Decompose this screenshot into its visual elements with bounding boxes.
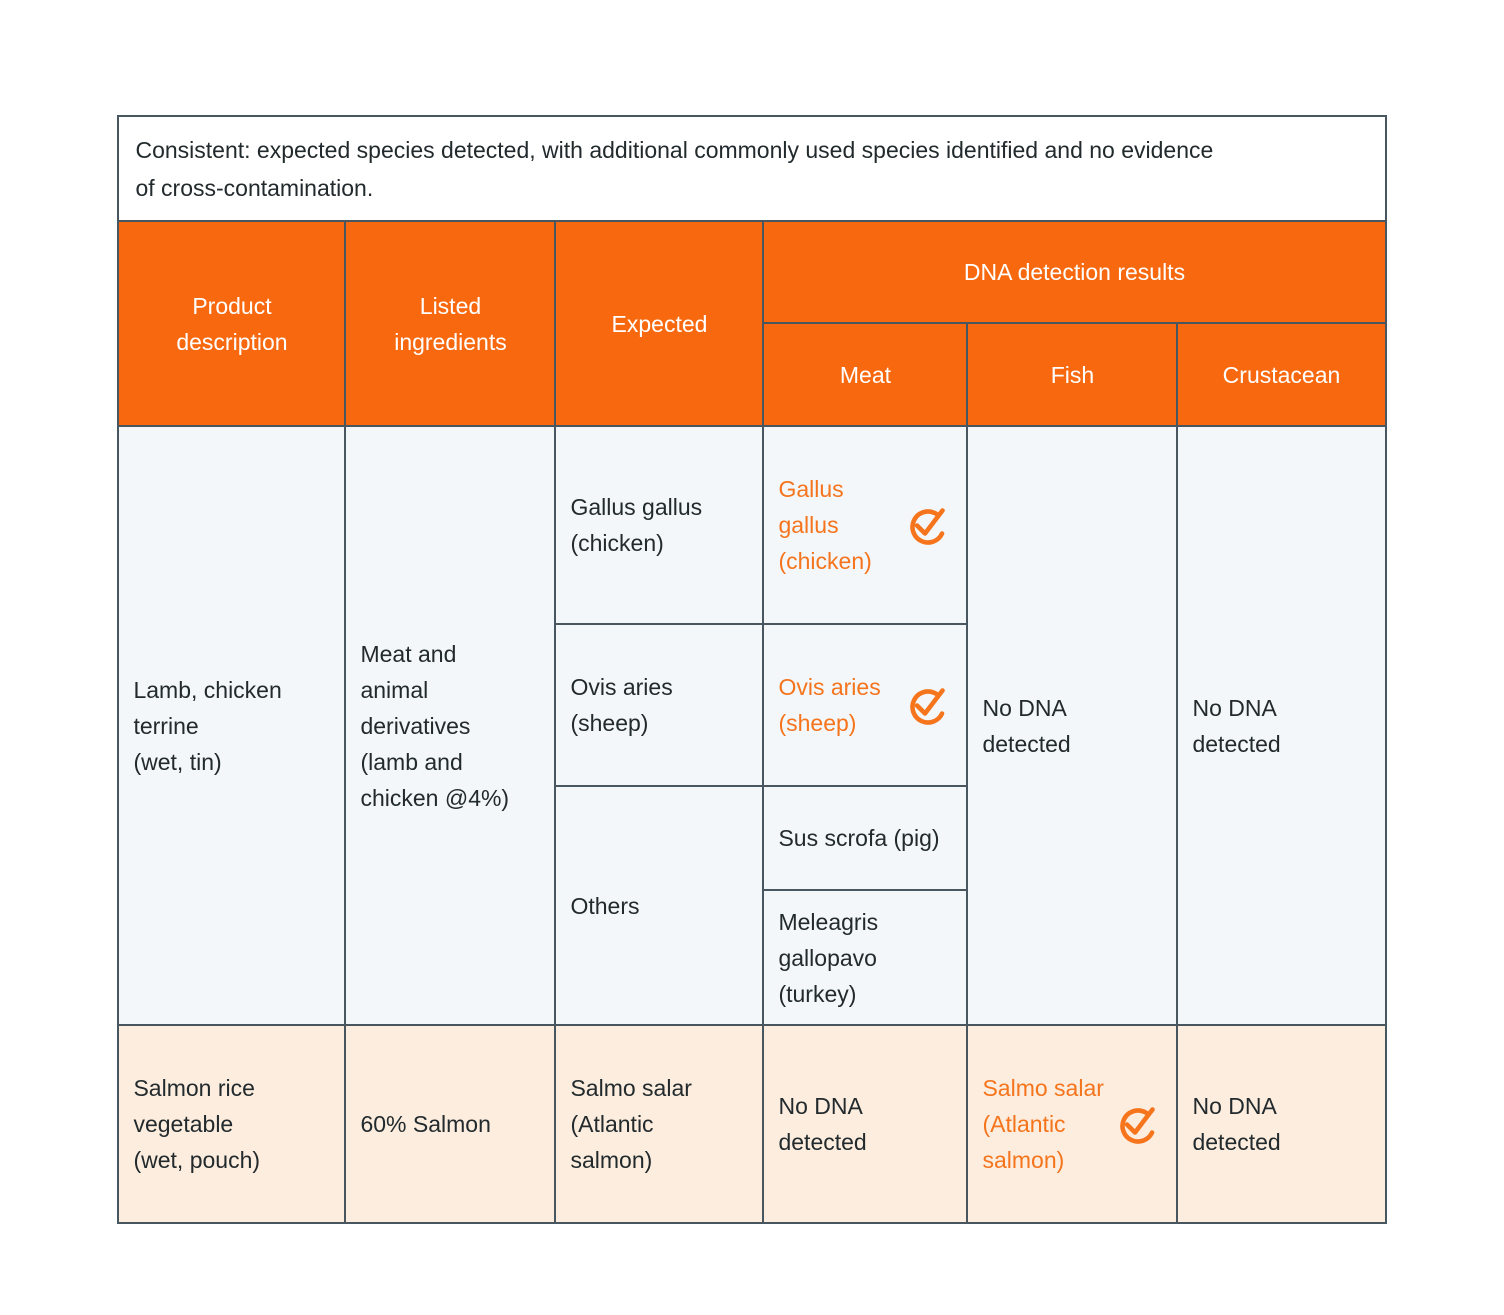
column-header-meat: Meat [762,322,969,427]
cell-fish-result-salmo-salar: Salmo salar (Atlantic salmon) [966,1024,1179,1224]
column-header-product-description: Product description [117,220,347,427]
cell-listed-ingredients-salmon-rice: 60% Salmon [344,1024,557,1224]
cell-product-description-lamb-chicken: Lamb, chicken terrine (wet, tin) [117,425,347,1026]
cell-meat-result-salmon-rice: No DNA detected [762,1024,969,1224]
cell-meat-result-ovis-aries: Ovis aries (sheep) [762,623,969,787]
column-header-listed-ingredients: Listed ingredients [344,220,557,427]
cell-product-description-salmon-rice: Salmon rice vegetable (wet, pouch) [117,1024,347,1224]
column-group-header-dna-detection-results: DNA detection results [762,220,1387,324]
check-circle-icon [910,508,947,545]
cell-expected-gallus-gallus: Gallus gallus (chicken) [554,425,765,625]
cell-meat-result-meleagris-gallopavo: Meleagris gallopavo (turkey) [762,889,969,1026]
dna-detection-table: Consistent: expected species detected, w… [117,115,1387,1224]
cell-meat-result-gallus-gallus: Gallus gallus (chicken) [762,425,969,625]
check-circle-icon [1120,1107,1157,1144]
table-caption: Consistent: expected species detected, w… [117,115,1387,222]
cell-meat-result-sus-scrofa: Sus scrofa (pig) [762,785,969,891]
column-header-expected: Expected [554,220,765,427]
detected-species-label: Salmo salar (Atlantic salmon) [982,1075,1104,1173]
check-circle-icon [910,688,947,725]
cell-expected-others: Others [554,785,765,1026]
cell-crustacean-result-salmon-rice: No DNA detected [1176,1024,1387,1224]
cell-expected-salmo-salar: Salmo salar (Atlantic salmon) [554,1024,765,1224]
column-header-crustacean: Crustacean [1176,322,1387,427]
cell-crustacean-result-lamb-chicken: No DNA detected [1176,425,1387,1026]
cell-listed-ingredients-lamb-chicken: Meat and animal derivatives (lamb and ch… [344,425,557,1026]
cell-expected-ovis-aries: Ovis aries (sheep) [554,623,765,787]
detected-species-label: Gallus gallus (chicken) [778,476,872,574]
cell-fish-result-lamb-chicken: No DNA detected [966,425,1179,1026]
detected-species-label: Ovis aries (sheep) [778,674,881,736]
column-header-fish: Fish [966,322,1179,427]
